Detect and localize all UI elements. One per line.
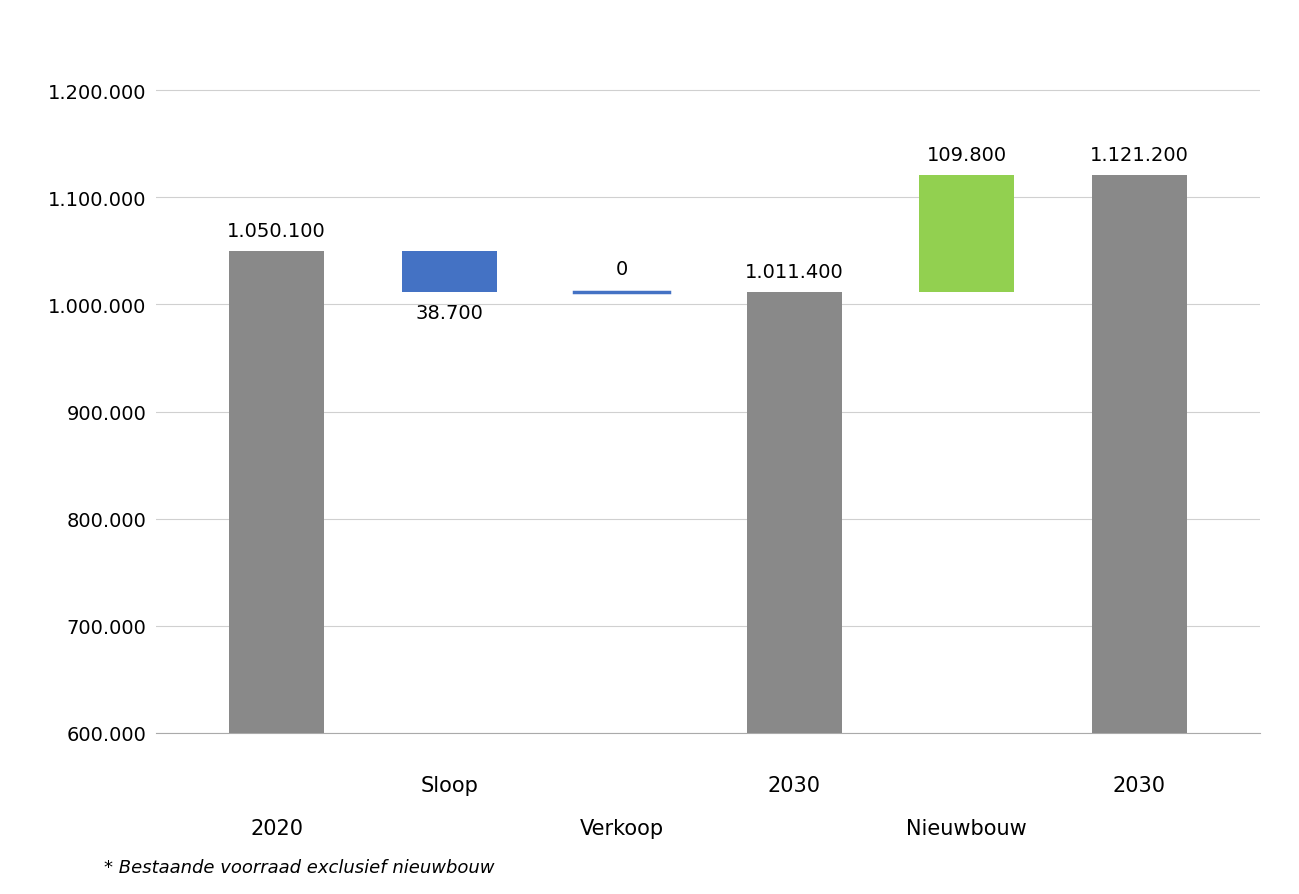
Text: Nieuwbouw: Nieuwbouw — [907, 818, 1028, 838]
Text: 38.700: 38.700 — [416, 304, 483, 323]
Text: 109.800: 109.800 — [926, 146, 1007, 164]
Bar — [920, 175, 1015, 293]
Text: 0: 0 — [616, 260, 627, 279]
Bar — [747, 293, 842, 733]
Bar — [1092, 175, 1187, 733]
Text: 2030: 2030 — [1113, 775, 1165, 796]
Text: 1.050.100: 1.050.100 — [227, 222, 326, 240]
Text: * Bestaande voorraad exclusief nieuwbouw: * Bestaande voorraad exclusief nieuwbouw — [104, 858, 495, 876]
Text: Verkoop: Verkoop — [579, 818, 664, 838]
Text: Sloop: Sloop — [421, 775, 478, 796]
Bar — [229, 251, 323, 733]
Text: 1.011.400: 1.011.400 — [744, 263, 843, 283]
Text: 2030: 2030 — [768, 775, 821, 796]
Text: 2020: 2020 — [251, 818, 303, 838]
Text: 1.121.200: 1.121.200 — [1090, 146, 1189, 164]
Bar — [401, 251, 496, 293]
